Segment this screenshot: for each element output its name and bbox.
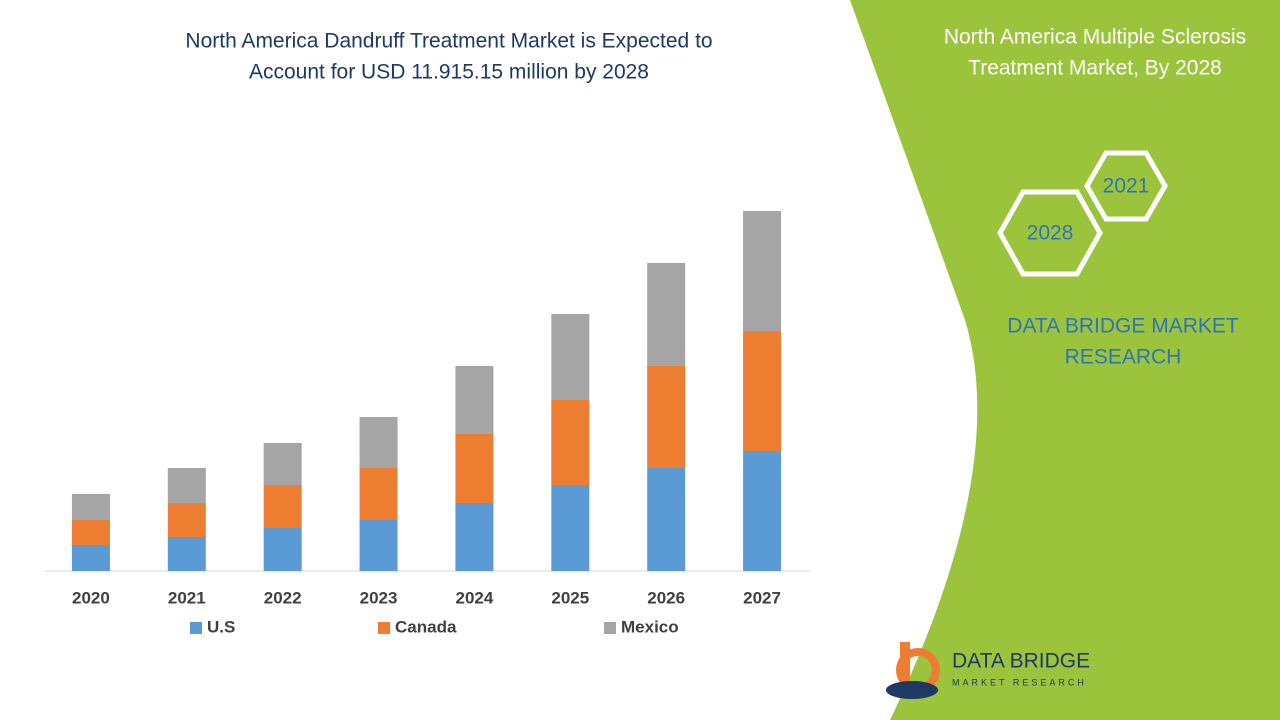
bar-segment [455,434,494,503]
legend-swatch [190,622,202,634]
bar-segment [167,537,206,571]
bar-segment [455,503,494,571]
bar-segment [359,417,398,468]
bar-segment [167,468,206,503]
bar-segment [743,211,782,331]
bar-segment [647,366,686,468]
bar-segment [263,528,302,571]
x-tick-label: 2022 [264,588,302,607]
chart-title: North America Dandruff Treatment Market … [185,30,712,53]
x-tick-label: 2026 [647,588,685,607]
logo-tagline: MARKET RESEARCH [952,677,1087,687]
legend-label: Mexico [621,617,679,636]
bar-segment [455,366,494,434]
bar-segment [743,451,782,571]
side-title: North America Multiple Sclerosis [944,26,1246,49]
logo-mark [886,681,938,699]
bar-segment [167,503,206,537]
bar-segment [551,400,590,485]
x-tick-label: 2021 [168,588,206,607]
legend-swatch [378,622,390,634]
hexagon [1084,150,1168,222]
bar-segment [71,520,110,545]
brand-text: RESEARCH [1065,346,1182,369]
brand-text: DATA BRIDGE MARKET [1007,315,1239,338]
side-title: Treatment Market, By 2028 [968,57,1222,80]
logo: DATA BRIDGE MARKET RESEARCH [886,642,1090,699]
chart-title: Account for USD 11.915.15 million by 202… [249,61,649,84]
bar-segment [263,485,302,528]
bar-segment [71,494,110,520]
bar-segment [359,468,398,520]
bar-segment [551,314,590,400]
x-tick-label: 2023 [360,588,398,607]
x-tick-label: 2027 [743,588,781,607]
x-tick-label: 2020 [72,588,110,607]
hexagon-label: 2021 [1103,175,1150,198]
legend-label: Canada [395,617,457,636]
side-panel [850,0,1280,720]
legend-swatch [604,622,616,634]
bar-segment [551,485,590,571]
bar-segment [647,468,686,571]
hexagon-label: 2028 [1027,222,1074,245]
bar-segment [263,443,302,485]
x-tick-label: 2024 [456,588,494,607]
x-tick-label: 2025 [551,588,589,607]
bar-segment [647,263,686,366]
bar-segment [743,331,782,451]
legend-label: U.S [207,617,235,636]
logo-name: DATA BRIDGE [952,650,1090,673]
bar-segment [359,520,398,571]
hexagon [997,189,1103,277]
bar-segment [71,545,110,571]
